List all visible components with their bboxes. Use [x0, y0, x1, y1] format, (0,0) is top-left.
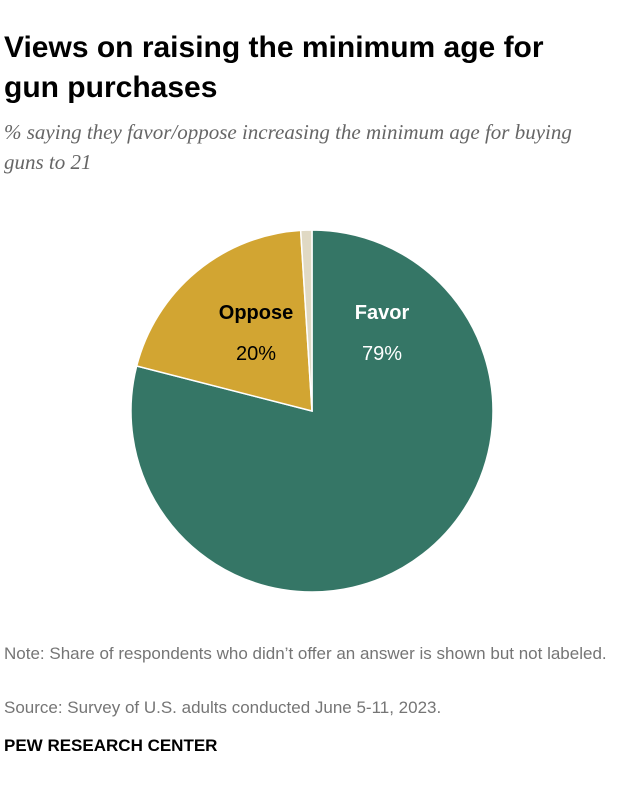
chart-title: Views on raising the minimum age for gun…: [4, 31, 544, 104]
pie-value-favor: 79%: [362, 343, 402, 365]
pie-slice-favor: [130, 229, 494, 593]
pie-value-oppose: 20%: [236, 343, 276, 365]
chart-subtitle: % saying they favor/oppose increasing th…: [4, 120, 572, 174]
chart-note: Note: Share of respondents who didn’t of…: [4, 644, 607, 663]
pie-labels: Favor 79% Oppose 20%: [219, 302, 410, 365]
pie-slice-no-answer: [299, 229, 313, 412]
pie-slices: [130, 229, 494, 593]
pie-slice-oppose: [135, 229, 313, 412]
pie-chart: Favor 79% Oppose 20%: [130, 229, 494, 593]
chart-source: Source: Survey of U.S. adults conducted …: [4, 698, 442, 717]
pie-label-favor: Favor: [355, 302, 410, 324]
pie-label-oppose: Oppose: [219, 302, 293, 324]
brand-logo-text: PEW RESEARCH CENTER: [4, 736, 218, 755]
